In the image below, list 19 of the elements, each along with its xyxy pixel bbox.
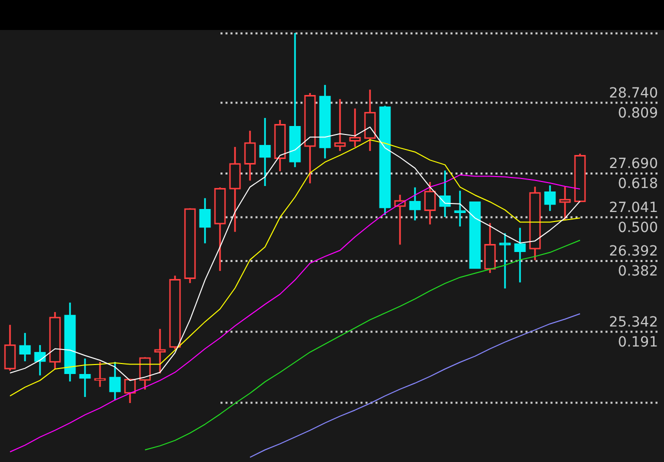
ref-line-label: 27.041 (609, 200, 658, 216)
ref-line-label: 26.392 (609, 244, 658, 260)
annotation: 0.618 (618, 176, 658, 192)
annotation: 0.382 (618, 264, 658, 280)
annotation: 0.809 (618, 105, 658, 122)
candlestick (79, 358, 91, 397)
annotation: 0.191 (618, 334, 658, 350)
ref-line-label: 28.740 (609, 85, 658, 102)
candlestick (499, 233, 511, 288)
candlestick (334, 99, 346, 151)
candlestick (469, 202, 481, 269)
candlestick (349, 108, 361, 147)
candlestick (94, 362, 106, 387)
annotation: 0.500 (618, 220, 658, 236)
candlestick (514, 228, 526, 282)
ref-line-label: 27.690 (609, 156, 658, 172)
candlestick (559, 186, 571, 220)
candlestick (259, 118, 271, 186)
ref-line-label: 25.342 (609, 314, 658, 330)
